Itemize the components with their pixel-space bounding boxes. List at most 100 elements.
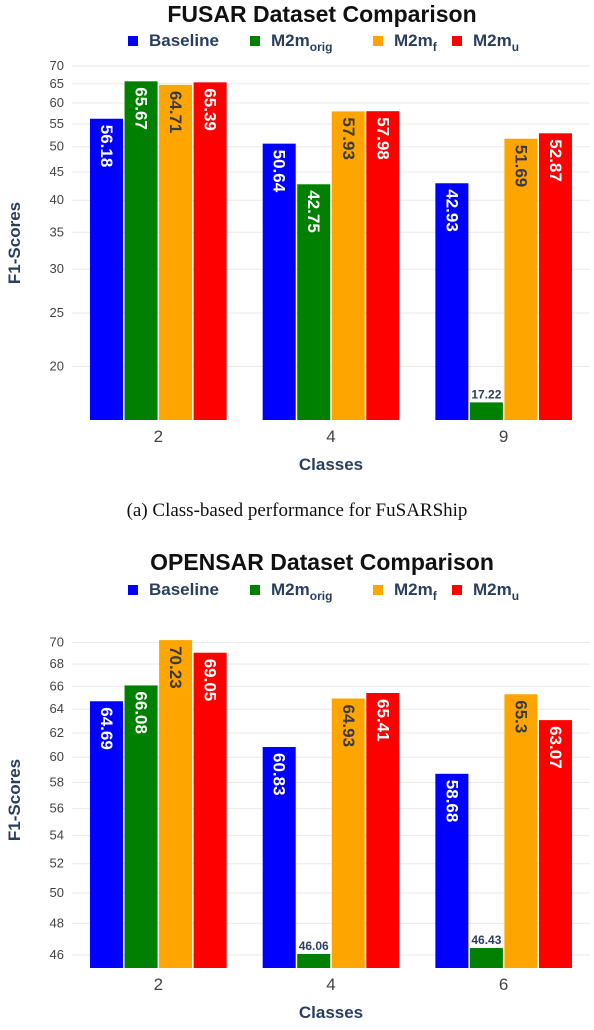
bar[interactable] [262, 143, 296, 420]
bar[interactable] [159, 640, 193, 968]
y-axis-title: F1-Scores [5, 202, 24, 284]
bar[interactable] [366, 111, 400, 421]
y-tick-label: 54 [50, 828, 64, 843]
y-tick-label: 65 [50, 76, 64, 91]
y-tick-label: 58 [50, 774, 64, 789]
bar[interactable] [193, 652, 227, 968]
x-tick-label: 4 [326, 975, 335, 994]
bar[interactable] [469, 948, 503, 968]
bar[interactable] [124, 81, 158, 421]
bar[interactable] [262, 747, 296, 968]
bar[interactable] [469, 402, 503, 420]
bar-value-label: 42.75 [304, 190, 323, 233]
legend-item[interactable]: M2mf [373, 31, 438, 54]
y-tick-label: 55 [50, 116, 64, 131]
chart-title: OPENSAR Dataset Comparison [150, 549, 494, 575]
bar[interactable] [297, 953, 331, 968]
y-tick-label: 50 [50, 139, 64, 154]
bar-value-label: 65.41 [373, 699, 392, 742]
y-tick-label: 60 [50, 95, 64, 110]
bar[interactable] [331, 111, 365, 420]
x-tick-label: 4 [326, 427, 335, 446]
bar-value-label: 57.93 [339, 117, 358, 160]
legend-label: Baseline [149, 580, 219, 599]
bar[interactable] [297, 184, 331, 420]
legend-swatch [128, 36, 138, 46]
legend-item[interactable]: M2mu [452, 31, 519, 54]
legend-label: M2mu [473, 31, 519, 54]
bar-value-label: 65.3 [511, 700, 530, 733]
legend-item[interactable]: M2morig [250, 580, 332, 603]
y-tick-label: 46 [50, 947, 64, 962]
legend-item[interactable]: M2morig [250, 31, 332, 54]
x-tick-label: 2 [154, 975, 163, 994]
bar-value-label: 46.43 [471, 933, 501, 947]
y-tick-label: 52 [50, 856, 64, 871]
bar[interactable] [159, 84, 193, 420]
y-tick-label: 70 [50, 58, 64, 73]
bar-value-label: 50.64 [270, 150, 289, 193]
bar[interactable] [504, 138, 538, 420]
bar[interactable] [331, 698, 365, 968]
y-tick-label: 20 [50, 358, 64, 373]
legend-item[interactable]: Baseline [128, 31, 219, 50]
x-tick-label: 2 [154, 427, 163, 446]
bar[interactable] [366, 693, 400, 968]
bar[interactable] [538, 133, 572, 420]
y-axis-title: F1-Scores [5, 759, 24, 841]
fusar-chart: FUSAR Dataset Comparison Baseline M2morig M… [5, 1, 590, 474]
legend-label: M2mf [394, 31, 438, 54]
legend-swatch [250, 585, 260, 595]
legend-swatch [452, 585, 462, 595]
bar[interactable] [90, 701, 124, 968]
figure-caption-a: (a) Class-based performance for FuSARShi… [126, 500, 468, 521]
bar-value-label: 56.18 [97, 125, 116, 168]
y-tick-label: 60 [50, 749, 64, 764]
bar-value-label: 69.05 [201, 659, 220, 702]
bar[interactable] [435, 773, 469, 968]
y-tick-label: 35 [50, 224, 64, 239]
bar-value-label: 57.98 [373, 117, 392, 160]
bar[interactable] [538, 720, 572, 968]
y-tick-label: 56 [50, 801, 64, 816]
bar-value-label: 46.06 [299, 939, 329, 953]
legend-item[interactable]: M2mu [452, 580, 519, 603]
legend-label: M2morig [271, 580, 332, 603]
legend-label: Baseline [149, 31, 219, 50]
bar-value-label: 65.39 [201, 88, 220, 131]
bar-value-label: 60.83 [270, 753, 289, 796]
x-axis-title: Classes [299, 1003, 363, 1022]
x-tick-label: 6 [499, 975, 508, 994]
opensar-chart: OPENSAR Dataset Comparison Baseline M2mori… [5, 549, 590, 1022]
bar-value-label: 70.23 [166, 646, 185, 689]
legend-item[interactable]: Baseline [128, 580, 219, 599]
bar-value-label: 64.71 [166, 91, 185, 134]
legend-swatch [128, 585, 138, 595]
legend-item[interactable]: M2mf [373, 580, 438, 603]
bar[interactable] [435, 183, 469, 420]
bar[interactable] [124, 685, 158, 968]
legend-label: M2mf [394, 580, 438, 603]
bar[interactable] [193, 82, 227, 420]
chart-title: FUSAR Dataset Comparison [167, 1, 476, 27]
bar-value-label: 64.93 [339, 704, 358, 747]
bar-value-label: 63.07 [546, 726, 565, 769]
legend: Baseline M2morig M2mf M2mu [128, 580, 519, 603]
bar[interactable] [90, 118, 124, 421]
bar-value-label: 51.69 [511, 145, 530, 188]
y-tick-label: 40 [50, 192, 64, 207]
legend-swatch [452, 36, 462, 46]
y-tick-label: 66 [50, 678, 64, 693]
legend: Baseline M2morig M2mf M2mu [128, 31, 519, 54]
bar-value-label: 66.08 [132, 691, 151, 734]
y-tick-label: 45 [50, 164, 64, 179]
x-axis-title: Classes [299, 455, 363, 474]
bar[interactable] [504, 694, 538, 968]
bar-value-label: 42.93 [442, 189, 461, 232]
legend-swatch [373, 36, 383, 46]
y-tick-label: 64 [50, 701, 64, 716]
legend-swatch [373, 585, 383, 595]
y-tick-label: 70 [50, 635, 64, 650]
bar-value-label: 65.67 [132, 87, 151, 130]
legend-swatch [250, 36, 260, 46]
